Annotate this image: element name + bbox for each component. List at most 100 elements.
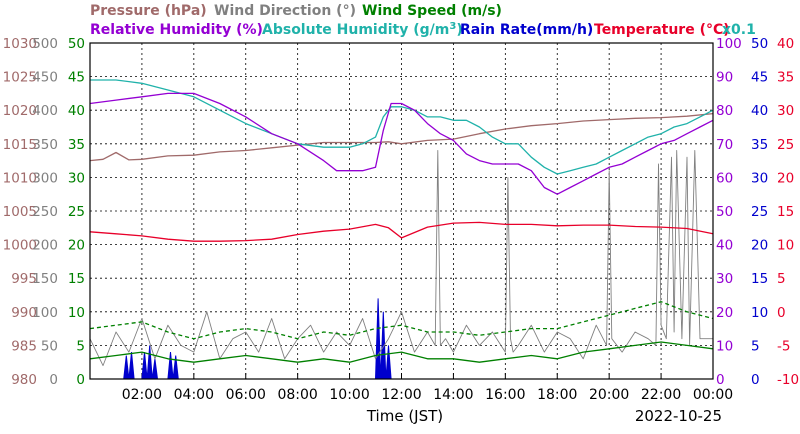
chart-date: 2022-10-25 xyxy=(635,407,722,425)
x-tick-label: 06:00 xyxy=(226,387,266,403)
y-tick-pressure: 985 xyxy=(11,338,37,354)
y-tick-pressure: 980 xyxy=(11,372,37,388)
x-tick-label: 10:00 xyxy=(329,387,369,403)
y-tick-pressure: 995 xyxy=(11,271,37,287)
y-tick-wind-direction: 200 xyxy=(32,238,58,254)
y-tick-wind-direction: 50 xyxy=(41,338,58,354)
y-tick-wind-speed: 20 xyxy=(68,238,85,254)
y-tick-rain-rate: 35 xyxy=(751,137,768,153)
y-tick-wind-direction: 350 xyxy=(32,137,58,153)
y-tick-temperature: -5 xyxy=(777,338,790,354)
y-tick-pressure: 1010 xyxy=(3,170,37,186)
y-tick-wind-speed: 0 xyxy=(76,372,85,388)
y-tick-wind-direction: 450 xyxy=(32,70,58,86)
x-tick-label: 14:00 xyxy=(433,387,473,403)
x-tick-label: 22:00 xyxy=(641,387,681,403)
legend-scale-note: x0.1 xyxy=(722,22,756,38)
x-tick-label: 16:00 xyxy=(485,387,525,403)
y-tick-wind-speed: 25 xyxy=(68,204,85,220)
y-tick-rain-rate: 20 xyxy=(751,238,768,254)
y-tick-wind-direction: 300 xyxy=(32,170,58,186)
y-tick-rain-rate: 15 xyxy=(751,271,768,287)
y-tick-wind-direction: 100 xyxy=(32,305,58,321)
legend-wind-direction: Wind Direction (°) xyxy=(214,3,356,19)
legend-rel-humidity: Relative Humidity (%) xyxy=(90,22,263,38)
y-tick-temperature: 10 xyxy=(777,238,794,254)
y-tick-temperature: 40 xyxy=(777,36,794,52)
legend-abs-humidity-close: ) xyxy=(456,22,462,38)
y-tick-wind-direction: 500 xyxy=(32,36,58,52)
y-tick-rain-rate: 30 xyxy=(751,170,768,186)
legend-wind-speed: Wind Speed (m/s) xyxy=(362,3,502,19)
y-tick-temperature: 35 xyxy=(777,70,794,86)
y-tick-temperature: 25 xyxy=(777,137,794,153)
x-axis-label: Time (JST) xyxy=(366,407,443,425)
y-tick-rain-rate: 45 xyxy=(751,70,768,86)
y-axes: 1030102510201015101010051000995990985980… xyxy=(3,36,799,388)
y-tick-rain-rate: 50 xyxy=(751,36,768,52)
y-tick-temperature: -10 xyxy=(777,372,799,388)
y-tick-wind-speed: 5 xyxy=(76,338,85,354)
y-tick-pressure: 990 xyxy=(11,305,37,321)
legend-pressure: Pressure (hPa) xyxy=(90,3,207,19)
series-pressure xyxy=(89,112,714,162)
legend-abs-humidity-main: Absolute Humidity (g/m xyxy=(262,22,449,38)
y-tick-rain-rate: 25 xyxy=(751,204,768,220)
y-tick-wind-speed: 40 xyxy=(68,103,85,119)
series-temperature xyxy=(89,221,714,242)
x-tick-label: 02:00 xyxy=(122,387,162,403)
series-abs-humidity xyxy=(90,79,714,175)
y-tick-pressure: 1005 xyxy=(3,204,37,220)
x-tick-label: 12:00 xyxy=(381,387,421,403)
y-tick-rel-humidity: 10 xyxy=(716,338,733,354)
y-tick-rel-humidity: 70 xyxy=(716,137,733,153)
y-tick-pressure: 1030 xyxy=(3,36,37,52)
y-tick-rain-rate: 0 xyxy=(751,372,760,388)
x-tick-label: 08:00 xyxy=(277,387,317,403)
y-tick-rel-humidity: 80 xyxy=(716,103,733,119)
y-tick-temperature: 0 xyxy=(777,305,786,321)
y-tick-wind-speed: 35 xyxy=(68,137,85,153)
legend-abs-humidity-sup: 3 xyxy=(449,21,456,32)
y-tick-rain-rate: 5 xyxy=(751,338,760,354)
y-tick-pressure: 1015 xyxy=(3,137,37,153)
y-tick-wind-speed: 15 xyxy=(68,271,85,287)
legend-abs-humidity: Absolute Humidity (g/m3) xyxy=(262,21,463,38)
x-tick-label: 04:00 xyxy=(174,387,214,403)
series-wind-speed-gust xyxy=(89,301,714,340)
y-tick-rain-rate: 40 xyxy=(751,103,768,119)
y-tick-rain-rate: 10 xyxy=(751,305,768,321)
y-tick-pressure: 1000 xyxy=(3,238,37,254)
y-tick-pressure: 1020 xyxy=(3,103,37,119)
y-tick-wind-direction: 400 xyxy=(32,103,58,119)
y-tick-wind-speed: 30 xyxy=(68,170,85,186)
y-tick-rel-humidity: 30 xyxy=(716,271,733,287)
y-tick-rel-humidity: 0 xyxy=(716,372,725,388)
y-tick-wind-direction: 150 xyxy=(32,271,58,287)
y-tick-rel-humidity: 50 xyxy=(716,204,733,220)
series-wind-direction xyxy=(89,150,713,367)
x-tick-label: 20:00 xyxy=(589,387,629,403)
y-tick-rel-humidity: 100 xyxy=(716,36,742,52)
legend-rain-rate: Rain Rate(mm/h) xyxy=(460,22,593,38)
y-tick-rel-humidity: 60 xyxy=(716,170,733,186)
y-tick-temperature: 20 xyxy=(777,170,794,186)
series-wind-speed xyxy=(89,341,714,363)
y-tick-temperature: 15 xyxy=(777,204,794,220)
x-tick-label: 00:00 xyxy=(693,387,733,403)
y-tick-rel-humidity: 90 xyxy=(716,70,733,86)
x-tick-label: 18:00 xyxy=(537,387,577,403)
series-group xyxy=(89,79,714,380)
y-tick-wind-direction: 250 xyxy=(32,204,58,220)
y-tick-rel-humidity: 40 xyxy=(716,238,733,254)
series-rel-humidity xyxy=(89,92,714,195)
plot-frame xyxy=(89,42,714,380)
y-tick-pressure: 1025 xyxy=(3,70,37,86)
y-tick-wind-speed: 45 xyxy=(68,70,85,86)
y-tick-rel-humidity: 20 xyxy=(716,305,733,321)
y-tick-temperature: 5 xyxy=(777,271,786,287)
y-tick-wind-direction: 0 xyxy=(49,372,58,388)
y-tick-temperature: 30 xyxy=(777,103,794,119)
